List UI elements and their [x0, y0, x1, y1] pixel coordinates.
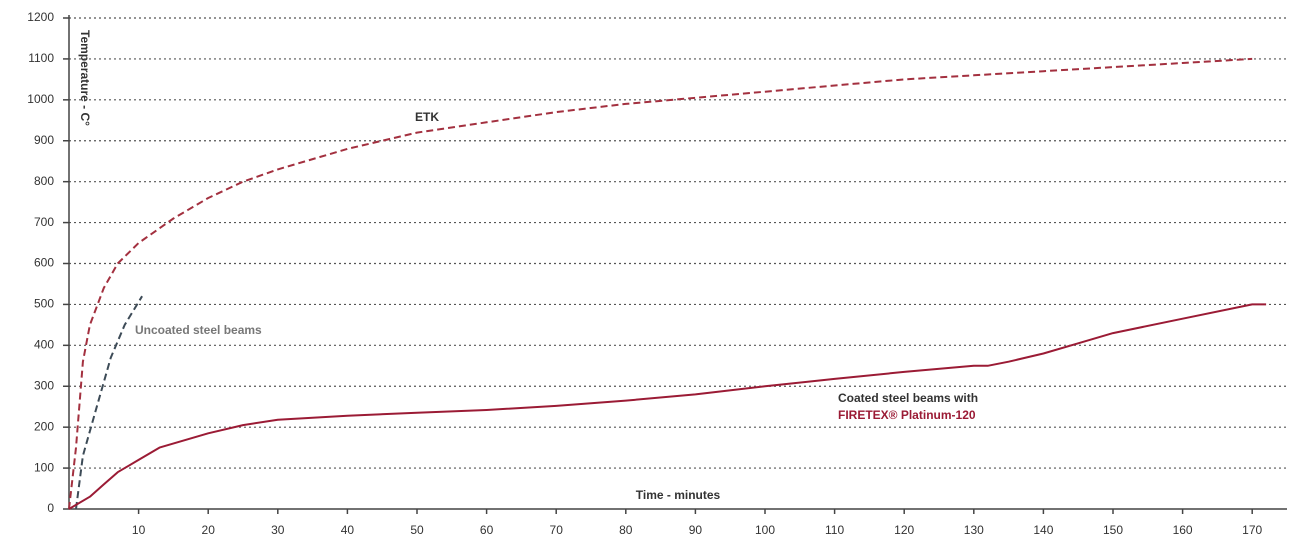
x-tick-label: 30 [271, 523, 285, 537]
y-tick-label: 300 [34, 378, 54, 392]
y-tick-label: 1200 [27, 10, 54, 24]
series-label: ETK [415, 110, 439, 124]
x-tick-label: 40 [341, 523, 355, 537]
x-tick-label: 150 [1103, 523, 1123, 537]
y-tick-label: 800 [34, 174, 54, 188]
y-tick-label: 900 [34, 133, 54, 147]
y-axis-label: Temperature - C° [78, 30, 92, 126]
x-tick-label: 140 [1033, 523, 1053, 537]
x-tick-label: 10 [132, 523, 146, 537]
annotation: FIRETEX® Platinum-120 [838, 408, 976, 422]
y-tick-label: 600 [34, 256, 54, 270]
y-tick-label: 1100 [28, 51, 54, 65]
series-label: Uncoated steel beams [135, 323, 262, 337]
series-label: Coated steel beams with [838, 391, 978, 405]
series-line [68, 57, 1253, 510]
x-tick-label: 120 [894, 523, 914, 537]
x-tick-label: 110 [825, 523, 844, 537]
x-tick-label: 90 [689, 523, 703, 537]
x-tick-label: 160 [1173, 523, 1193, 537]
x-tick-label: 130 [964, 523, 984, 537]
x-tick-label: 80 [619, 523, 633, 537]
x-tick-label: 100 [755, 523, 775, 537]
y-tick-label: 700 [34, 215, 54, 229]
y-tick-label: 400 [34, 338, 54, 352]
x-tick-label: 60 [480, 523, 494, 537]
y-tick-label: 0 [47, 501, 54, 515]
x-tick-label: 50 [410, 523, 424, 537]
x-tick-label: 20 [202, 523, 216, 537]
series-line [68, 303, 1267, 510]
series-line [75, 295, 143, 510]
y-tick-label: 200 [34, 419, 54, 433]
x-tick-label: 70 [550, 523, 564, 537]
y-tick-label: 100 [34, 460, 54, 474]
y-tick-label: 1000 [27, 92, 54, 106]
x-tick-label: 170 [1242, 523, 1262, 537]
y-tick-label: 500 [34, 297, 54, 311]
x-axis-label: Time - minutes [636, 488, 721, 502]
